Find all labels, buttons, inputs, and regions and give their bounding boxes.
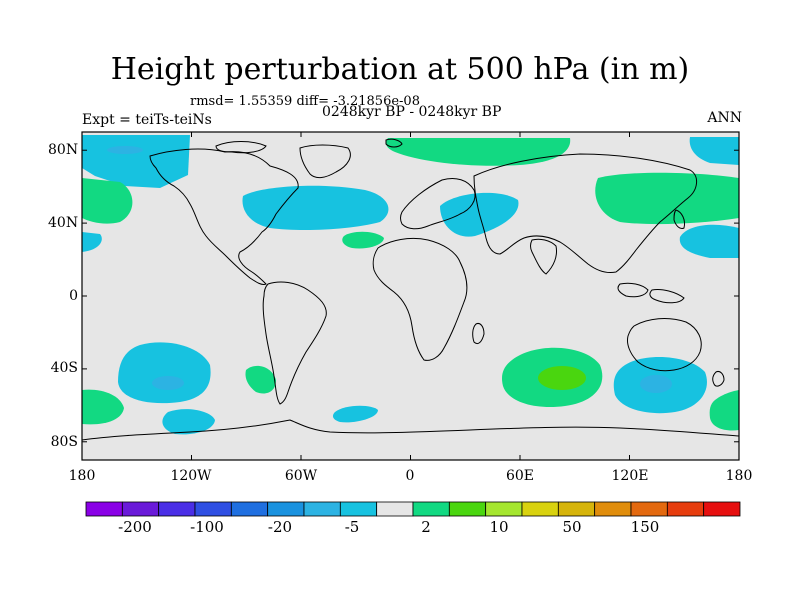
anomaly-region-pos-core <box>538 366 586 390</box>
lat-label-40s: 40S <box>50 360 78 376</box>
season-label: ANN <box>707 110 742 126</box>
anomaly-region-pos <box>385 138 571 166</box>
coastline-antarctica <box>81 419 740 441</box>
coastline-svalbard <box>385 138 403 148</box>
colorbar-label-2: -100 <box>190 518 224 536</box>
colorbar-box <box>630 501 668 517</box>
anomaly-region-pos <box>82 389 124 425</box>
lat-label-80s: 80S <box>50 434 78 450</box>
anomaly-region-neg-core <box>152 376 184 390</box>
lon-label-60e: 60E <box>505 468 535 484</box>
coastline-asia <box>473 153 697 273</box>
anomaly-region-neg <box>242 185 389 230</box>
colorbar-box <box>521 501 559 517</box>
map-title: Height perturbation at 500 hPa (in m) <box>110 52 690 87</box>
lon-label-0: 0 <box>405 468 415 484</box>
anomaly-region-pos <box>342 231 384 249</box>
colorbar-box <box>85 501 123 517</box>
coastline-se-asia <box>617 282 649 298</box>
colorbar-box <box>230 501 269 517</box>
coastline-north-america <box>149 148 299 285</box>
anomaly-region-neg <box>332 405 378 423</box>
lat-label-40n: 40N <box>48 215 79 231</box>
colorbar-box <box>412 501 450 517</box>
anomaly-region-neg <box>679 224 739 258</box>
coastline-se-asia <box>649 289 685 304</box>
experiment-label: Expt = teiTs-teiNs <box>82 112 212 128</box>
colorbar-box <box>303 501 341 517</box>
colorbar-box <box>557 501 596 517</box>
colorbar-box <box>448 501 487 517</box>
colorbar-label-3: -20 <box>267 518 293 536</box>
coastline-india <box>530 238 557 275</box>
colorbar-label-7: 50 <box>562 518 582 536</box>
lon-label-180e: 180 <box>725 468 753 484</box>
anomaly-region-pos <box>82 178 133 224</box>
anomaly-region-pos <box>709 390 739 431</box>
colorbar <box>85 501 741 517</box>
lon-label-180w: 180 <box>68 468 96 484</box>
anomaly-region-neg <box>118 342 211 404</box>
coastline-africa <box>372 237 468 361</box>
lat-label-80n: 80N <box>48 142 79 158</box>
rmsd-diff-stats: rmsd= 1.55359 diff= -3.21856e-08 <box>190 94 420 109</box>
lon-label-60w: 60W <box>284 468 318 484</box>
colorbar-label-6: 10 <box>489 518 509 536</box>
colorbar-label-8: 150 <box>630 518 660 536</box>
colorbar-label-4: -5 <box>344 518 360 536</box>
anomaly-region-pos <box>245 365 276 394</box>
coastline-australia <box>627 318 702 372</box>
colorbar-box <box>376 501 414 517</box>
coastline-europe <box>400 177 476 230</box>
axis-ticks <box>81 132 740 460</box>
coastlines <box>81 138 740 441</box>
colorbar-label-5: 2 <box>421 518 431 536</box>
colorbar-box <box>121 501 160 517</box>
colorbar-box <box>666 501 705 517</box>
colorbar-box <box>194 501 232 517</box>
lon-label-120w: 120W <box>170 468 212 484</box>
colorbar-box <box>485 501 523 517</box>
coastline-arctic-islands <box>215 141 267 154</box>
anomaly-region-neg <box>82 232 102 252</box>
anomaly-regions <box>82 135 739 435</box>
anomaly-region-neg <box>162 409 215 435</box>
coastline-greenland <box>299 144 351 179</box>
anomaly-region-pos <box>595 172 739 225</box>
colorbar-box <box>339 501 378 517</box>
lon-label-120e: 120E <box>611 468 649 484</box>
colorbar-box <box>267 501 305 517</box>
coastline-south-america <box>262 281 327 405</box>
colorbar-label-1: -200 <box>118 518 152 536</box>
coastline-madagascar <box>472 323 485 345</box>
colorbar-box <box>594 501 632 517</box>
time-period-label: 0248kyr BP - 0248kyr BP <box>322 104 502 120</box>
lat-label-eq: 0 <box>69 288 78 304</box>
colorbar-box <box>158 501 196 517</box>
anomaly-region-neg-core <box>640 375 672 393</box>
anomaly-region-neg <box>689 137 739 165</box>
coastline-new-zealand <box>712 371 725 387</box>
anomaly-region-neg-core <box>107 146 143 154</box>
coastline-japan <box>673 209 685 229</box>
colorbar-box <box>703 501 741 517</box>
